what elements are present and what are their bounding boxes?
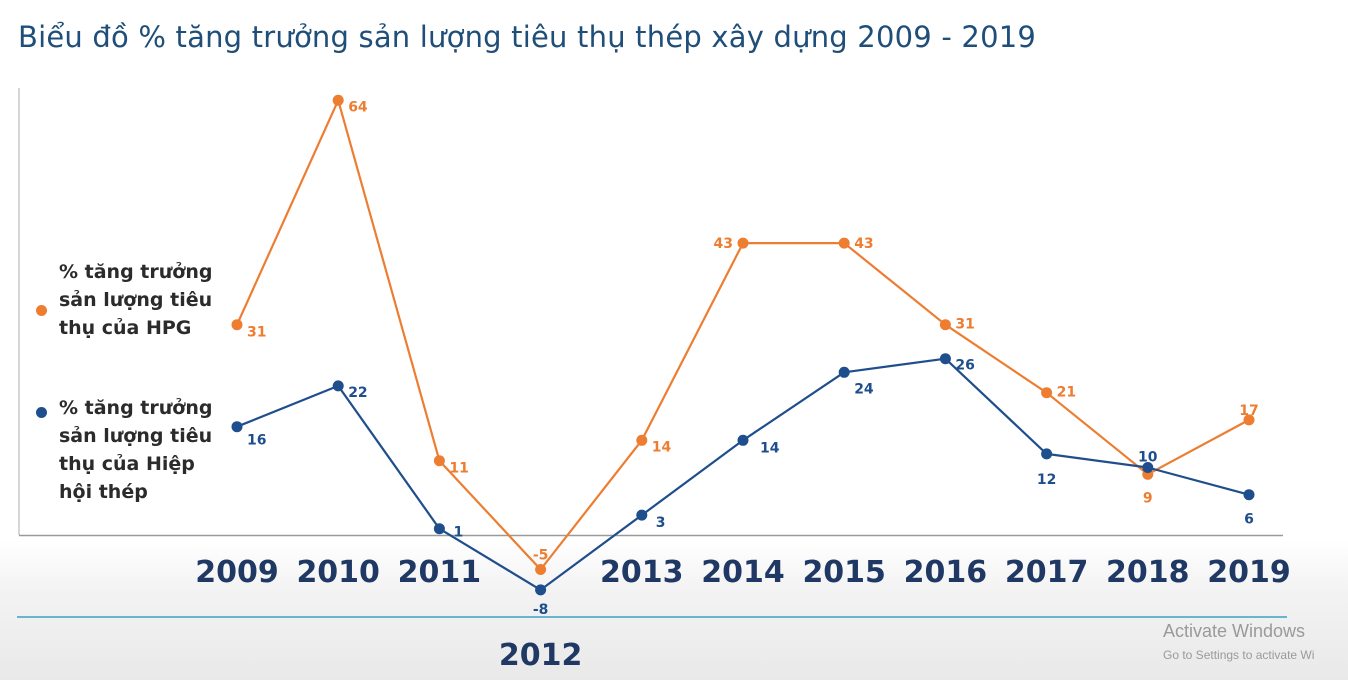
data-point-s0-2019: [1243, 414, 1255, 426]
data-label-s1-2012: -8: [533, 602, 549, 618]
data-label-s0-2017: 21: [1057, 385, 1076, 401]
bottom-background: [0, 540, 1348, 680]
data-point-s0-2011: [433, 455, 445, 467]
x-tick-label-2013: 2013: [600, 555, 684, 590]
data-point-s1-2017: [1041, 448, 1053, 460]
data-point-s1-2019: [1243, 489, 1255, 501]
data-point-s0-2013: [636, 434, 648, 446]
data-point-s0-2014: [737, 237, 749, 249]
data-label-s0-2013: 14: [652, 439, 672, 455]
data-point-s0-2012: [535, 564, 547, 575]
x-tick-label-2018: 2018: [1106, 555, 1190, 590]
data-point-s1-2014: [737, 434, 749, 446]
data-label-s1-2009: 16: [247, 433, 266, 449]
data-label-s0-2012: -5: [533, 548, 549, 564]
data-label-s0-2019: 17: [1239, 403, 1258, 419]
data-label-s0-2011: 11: [449, 461, 468, 477]
x-tick-label-2011: 2011: [398, 555, 482, 590]
series-line-0: [235, 99, 1250, 571]
x-tick-label-2017: 2017: [1005, 555, 1089, 590]
data-label-s1-2011: 1: [454, 525, 464, 541]
x-tick-label-2014: 2014: [701, 555, 785, 590]
data-point-s0-2009: [231, 319, 243, 331]
data-label-s1-2010: 22: [348, 385, 367, 401]
legend-item-hpg: % tăng trưởng sản lượng tiêu thụ của HPG: [36, 258, 229, 342]
data-point-s1-2009: [231, 421, 243, 433]
data-point-s1-2010: [332, 380, 344, 392]
data-label-s1-2016: 26: [955, 358, 974, 374]
data-label-s1-2017: 12: [1037, 472, 1056, 488]
data-point-s0-2017: [1041, 387, 1053, 399]
chart-title: Biểu đồ % tăng trưởng sản lượng tiêu thụ…: [18, 20, 1037, 54]
legend-marker-hpg: [36, 305, 47, 316]
x-tick-label-2010: 2010: [296, 555, 380, 590]
x-tick-label-2016: 2016: [904, 555, 988, 590]
x-tick-label-2009: 2009: [195, 555, 279, 590]
x-tick-label-2012: 2012: [499, 638, 583, 673]
data-point-s1-2015: [838, 366, 850, 378]
data-point-s0-2010: [332, 94, 344, 106]
data-point-s1-2018: [1142, 462, 1154, 473]
data-label-s0-2016: 31: [955, 317, 974, 333]
legend-label-vsa: % tăng trưởng sản lượng tiêu thụ của Hiệ…: [59, 397, 213, 503]
data-label-s1-2013: 3: [656, 515, 666, 531]
data-point-s0-2016: [939, 319, 951, 331]
data-label-s0-2018: 9: [1143, 490, 1153, 506]
data-point-s1-2013: [636, 509, 648, 521]
data-point-s1-2012: [535, 584, 547, 596]
data-label-s0-2014: 43: [714, 236, 733, 252]
data-label-s0-2009: 31: [247, 325, 266, 341]
legend-label-hpg: % tăng trưởng sản lượng tiêu thụ của HPG: [59, 261, 213, 339]
data-label-s1-2018: 10: [1138, 450, 1158, 466]
legend-item-vsa: % tăng trưởng sản lượng tiêu thụ của Hiệ…: [36, 394, 229, 506]
data-label-s0-2010: 64: [348, 99, 368, 115]
data-point-s1-2016: [939, 353, 951, 365]
watermark-subtitle: Go to Settings to activate Wi: [1163, 648, 1315, 662]
watermark-title: Activate Windows: [1163, 621, 1306, 641]
data-label-s1-2014: 14: [760, 440, 780, 456]
activate-windows-watermark: Activate Windows Go to Settings to activ…: [1163, 621, 1314, 662]
data-label-s1-2015: 24: [854, 381, 874, 397]
legend-marker-vsa: [36, 407, 47, 418]
data-label-s0-2015: 43: [854, 236, 873, 252]
x-tick-label-2019: 2019: [1207, 555, 1291, 590]
data-label-s1-2019: 6: [1244, 512, 1254, 528]
x-tick-label-2015: 2015: [802, 555, 886, 590]
data-point-s0-2015: [838, 237, 850, 249]
data-point-s1-2011: [433, 523, 445, 535]
